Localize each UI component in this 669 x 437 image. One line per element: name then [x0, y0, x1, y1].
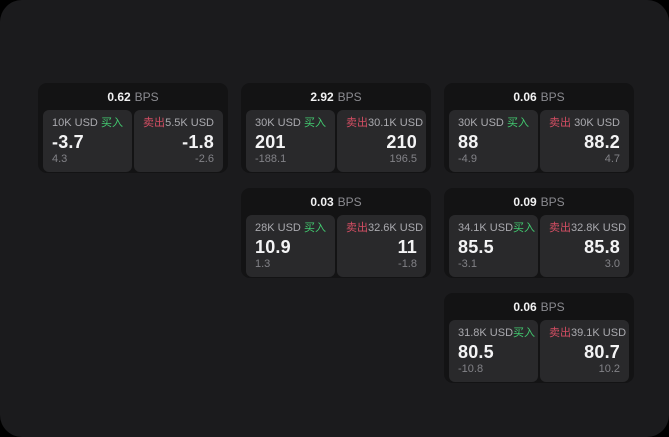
buy-delta-value: -3.1	[458, 258, 477, 270]
buy-panel[interactable]: 28K USD 买入 10.9 1.3	[246, 215, 335, 277]
sell-price-value: -1.8	[182, 132, 214, 152]
buy-notional-label: 34.1K USD	[458, 222, 514, 234]
buy-panel[interactable]: 30K USD 买入 201 -188.1	[246, 110, 335, 172]
bps-unit-label: BPS	[134, 89, 159, 104]
sell-notional-label: 39.1K USD	[571, 327, 627, 339]
sell-panel[interactable]: 卖出 30.1K USD 210 196.5	[337, 110, 426, 172]
bps-header: 2.92 BPS	[241, 83, 431, 110]
buy-delta-value: -188.1	[255, 153, 287, 165]
quote-card: 0.09 BPS 34.1K USD 买入 85.5 -3.1 卖出 32.8K…	[444, 188, 634, 278]
buy-delta-value: -10.8	[458, 363, 484, 375]
quote-card: 0.06 BPS 31.8K USD 买入 80.5 -10.8 卖出 39.1…	[444, 293, 634, 383]
buy-price-value: 201	[255, 132, 286, 152]
bps-unit-label: BPS	[337, 194, 362, 209]
sell-notional-label: 32.8K USD	[571, 222, 627, 234]
sell-side-badge: 卖出	[549, 327, 571, 339]
bps-unit-label: BPS	[337, 89, 362, 104]
sell-delta-value: 10.2	[598, 363, 620, 375]
bps-value: 0.06	[513, 89, 537, 104]
buy-panel[interactable]: 31.8K USD 买入 80.5 -10.8	[449, 320, 538, 382]
buy-notional-label: 28K USD	[255, 222, 301, 234]
buy-side-badge: 买入	[507, 117, 529, 129]
quote-card: 0.62 BPS 10K USD 买入 -3.7 4.3 卖出 5.5K USD	[38, 83, 228, 173]
bps-header: 0.09 BPS	[444, 188, 634, 215]
bps-header: 0.03 BPS	[241, 188, 431, 215]
sell-side-badge: 卖出	[143, 117, 165, 129]
sell-delta-value: -2.6	[195, 153, 214, 165]
buy-delta-value: 4.3	[52, 153, 68, 165]
quote-card: 0.06 BPS 30K USD 买入 88 -4.9 卖出 30K USD	[444, 83, 634, 173]
panel-row: 34.1K USD 买入 85.5 -3.1 卖出 32.8K USD 85.8…	[444, 215, 634, 282]
buy-side-badge: 买入	[304, 222, 326, 234]
buy-side-badge: 买入	[304, 117, 326, 129]
buy-price-value: 85.5	[458, 237, 494, 257]
sell-delta-value: 4.7	[604, 153, 620, 165]
sell-delta-value: 196.5	[389, 153, 417, 165]
sell-side-badge: 卖出	[346, 117, 368, 129]
buy-notional-label: 10K USD	[52, 117, 98, 129]
buy-panel[interactable]: 34.1K USD 买入 85.5 -3.1	[449, 215, 538, 277]
sell-panel[interactable]: 卖出 32.6K USD 11 -1.8	[337, 215, 426, 277]
buy-delta-value: 1.3	[255, 258, 271, 270]
bps-header: 0.62 BPS	[38, 83, 228, 110]
buy-price-value: -3.7	[52, 132, 84, 152]
bps-value: 0.09	[513, 194, 537, 209]
sell-price-value: 88.2	[584, 132, 620, 152]
buy-price-value: 80.5	[458, 342, 494, 362]
sell-side-badge: 卖出	[549, 117, 571, 129]
sell-notional-label: 30K USD	[574, 117, 620, 129]
sell-panel[interactable]: 卖出 30K USD 88.2 4.7	[540, 110, 629, 172]
sell-price-value: 85.8	[584, 237, 620, 257]
buy-side-badge: 买入	[513, 327, 536, 339]
buy-delta-value: -4.9	[458, 153, 477, 165]
sell-price-value: 210	[386, 132, 417, 152]
panel-row: 10K USD 买入 -3.7 4.3 卖出 5.5K USD -1.8 -2.…	[38, 110, 228, 177]
bps-header: 0.06 BPS	[444, 293, 634, 320]
sell-panel[interactable]: 卖出 39.1K USD 80.7 10.2	[540, 320, 629, 382]
bps-value: 2.92	[310, 89, 334, 104]
sell-notional-label: 32.6K USD	[368, 222, 424, 234]
bps-header: 0.06 BPS	[444, 83, 634, 110]
bps-value: 0.03	[310, 194, 334, 209]
sell-side-badge: 卖出	[346, 222, 368, 234]
buy-side-badge: 买入	[513, 222, 536, 234]
sell-delta-value: 3.0	[604, 258, 620, 270]
bps-unit-label: BPS	[540, 194, 565, 209]
sell-notional-label: 5.5K USD	[165, 117, 214, 129]
buy-price-value: 10.9	[255, 237, 291, 257]
bps-unit-label: BPS	[540, 299, 565, 314]
bps-value: 0.62	[107, 89, 131, 104]
quote-card: 0.03 BPS 28K USD 买入 10.9 1.3 卖出 32.6K US…	[241, 188, 431, 278]
buy-panel[interactable]: 10K USD 买入 -3.7 4.3	[43, 110, 132, 172]
buy-notional-label: 30K USD	[458, 117, 504, 129]
panel-row: 28K USD 买入 10.9 1.3 卖出 32.6K USD 11 -1.8	[241, 215, 431, 282]
buy-notional-label: 30K USD	[255, 117, 301, 129]
buy-panel[interactable]: 30K USD 买入 88 -4.9	[449, 110, 538, 172]
bps-unit-label: BPS	[540, 89, 565, 104]
sell-panel[interactable]: 卖出 5.5K USD -1.8 -2.6	[134, 110, 223, 172]
buy-price-value: 88	[458, 132, 479, 152]
sell-notional-label: 30.1K USD	[368, 117, 424, 129]
sell-price-value: 11	[397, 237, 417, 257]
buy-side-badge: 买入	[101, 117, 123, 129]
sell-delta-value: -1.8	[398, 258, 417, 270]
buy-notional-label: 31.8K USD	[458, 327, 514, 339]
sell-price-value: 80.7	[584, 342, 620, 362]
panel-row: 31.8K USD 买入 80.5 -10.8 卖出 39.1K USD 80.…	[444, 320, 634, 387]
bps-value: 0.06	[513, 299, 537, 314]
panel-row: 30K USD 买入 88 -4.9 卖出 30K USD 88.2 4.7	[444, 110, 634, 177]
sell-side-badge: 卖出	[549, 222, 571, 234]
sell-panel[interactable]: 卖出 32.8K USD 85.8 3.0	[540, 215, 629, 277]
panel-row: 30K USD 买入 201 -188.1 卖出 30.1K USD 210 1…	[241, 110, 431, 177]
quote-card: 2.92 BPS 30K USD 买入 201 -188.1 卖出 30.1K …	[241, 83, 431, 173]
